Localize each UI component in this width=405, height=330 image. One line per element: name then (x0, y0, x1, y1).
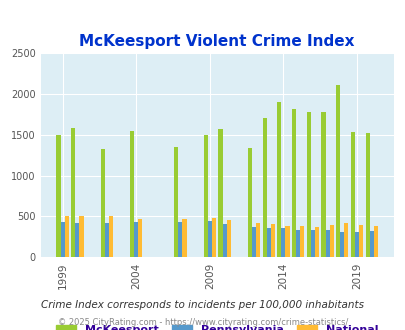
Bar (247, 148, 252, 257)
Bar (310, 230, 314, 257)
Bar (218, 129, 222, 257)
Title: McKeesport Violent Crime Index: McKeesport Violent Crime Index (79, 34, 354, 49)
Bar (60, 222, 64, 257)
Bar (325, 230, 329, 257)
Bar (369, 231, 373, 257)
Bar (285, 226, 289, 257)
Bar (211, 218, 215, 257)
Bar (134, 222, 138, 257)
Bar (335, 85, 339, 257)
Bar (270, 224, 274, 257)
Bar (174, 147, 178, 257)
Bar (100, 149, 104, 257)
Bar (266, 228, 270, 257)
Bar (207, 220, 211, 257)
Bar (64, 216, 69, 257)
Bar (354, 232, 358, 257)
Bar (364, 133, 369, 257)
Bar (75, 223, 79, 257)
Bar (138, 219, 142, 257)
Bar (358, 225, 362, 257)
Bar (373, 226, 377, 257)
Bar (79, 216, 83, 257)
Bar (178, 222, 182, 257)
Bar (281, 227, 285, 257)
Bar (252, 227, 256, 257)
Bar (306, 112, 310, 257)
Bar (350, 132, 354, 257)
Bar (203, 135, 207, 257)
Bar (339, 232, 343, 257)
Bar (56, 135, 60, 257)
Bar (321, 112, 325, 257)
Bar (104, 223, 109, 257)
Bar (329, 225, 333, 257)
Bar (277, 102, 281, 257)
Bar (314, 227, 318, 257)
Bar (299, 226, 304, 257)
Text: Crime Index corresponds to incidents per 100,000 inhabitants: Crime Index corresponds to incidents per… (41, 300, 364, 310)
Bar (71, 128, 75, 257)
Bar (262, 118, 266, 257)
Bar (226, 220, 230, 257)
Bar (256, 223, 260, 257)
Bar (295, 230, 299, 257)
Bar (109, 216, 113, 257)
Bar (130, 131, 134, 257)
Bar (343, 223, 347, 257)
Text: © 2025 CityRating.com - https://www.cityrating.com/crime-statistics/: © 2025 CityRating.com - https://www.city… (58, 318, 347, 327)
Legend: McKeesport, Pennsylvania, National: McKeesport, Pennsylvania, National (51, 320, 382, 330)
Bar (291, 109, 295, 257)
Bar (182, 219, 186, 257)
Bar (222, 224, 226, 257)
